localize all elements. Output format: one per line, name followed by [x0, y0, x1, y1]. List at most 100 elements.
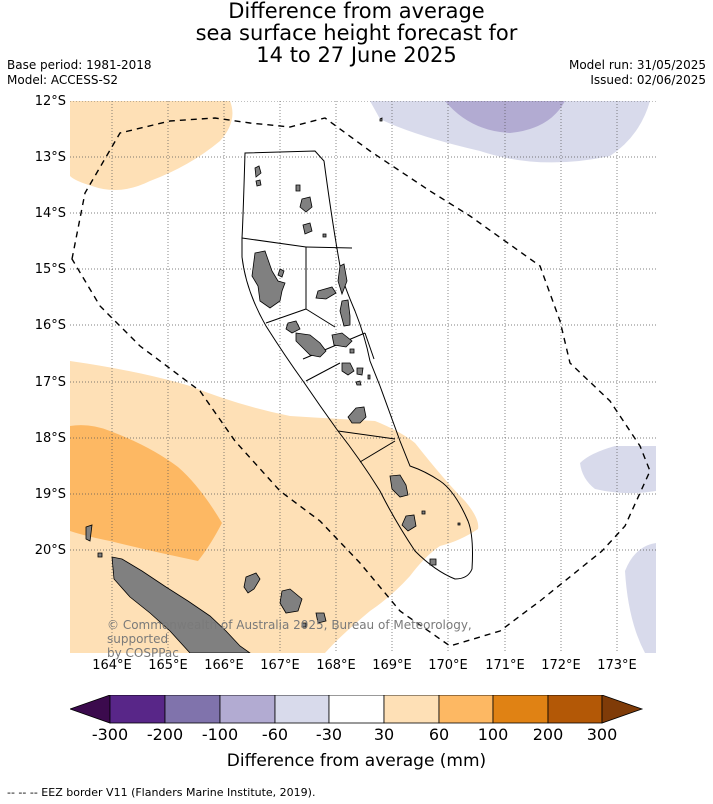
province-line-5	[305, 308, 336, 328]
colorbar-tick-minus200: -200	[146, 725, 184, 744]
lon-label-166e: 166°E	[204, 658, 244, 673]
eez-territory-outline	[241, 150, 473, 580]
island	[254, 165, 262, 178]
island-aneityum	[429, 558, 437, 566]
island	[299, 196, 313, 213]
model-run-text: Model run: 31/05/2025	[568, 58, 706, 72]
title-line-1: Difference from average	[228, 0, 485, 23]
island-grande-terre	[111, 556, 251, 653]
colorbar-under-arrow	[70, 695, 111, 724]
colorbar-bin-minus300-minus200	[109, 695, 166, 724]
lat-label-20s: 20°S	[34, 543, 66, 558]
province-line-10	[359, 440, 396, 463]
lat-label-12s: 12°S	[34, 94, 66, 109]
island-epi	[341, 362, 355, 376]
eez-border-dashed	[71, 117, 651, 647]
base-period-text: Base period: 1981-2018	[7, 58, 152, 72]
colorbar-tick-minus300: -300	[91, 725, 129, 744]
island-futuna	[457, 522, 461, 526]
title-line-2: sea surface height forecast for	[195, 21, 518, 45]
island	[302, 222, 313, 235]
province-line-2	[305, 246, 353, 249]
province-line-8	[305, 362, 341, 382]
anomaly-region-minus-30-60-southeast	[625, 543, 656, 653]
island-erromango	[389, 474, 409, 498]
island	[255, 179, 262, 187]
lat-label-15s: 15°S	[34, 262, 66, 277]
colorbar	[70, 695, 644, 724]
province-line-4	[265, 308, 307, 324]
island	[85, 524, 93, 542]
model-text: Model: ACCESS-S2	[7, 73, 119, 87]
colorbar-tick-30: 30	[373, 725, 395, 744]
colorbar-title: Difference from average (mm)	[226, 751, 487, 771]
colorbar-tick-minus30: -30	[315, 725, 343, 744]
island-torres	[379, 117, 383, 122]
colorbar-bin-minus200-minus100	[164, 695, 221, 724]
colorbar-bin-30-60	[383, 695, 440, 724]
lat-label-18s: 18°S	[34, 431, 66, 446]
island-malakula-north	[285, 320, 301, 334]
anomaly-region-minus-30-60-east	[580, 446, 656, 494]
lat-label-16s: 16°S	[34, 318, 66, 333]
province-boundaries	[241, 150, 473, 580]
graticule	[70, 101, 656, 653]
meta-right: Model run: 31/05/2025 Issued: 02/06/2025	[569, 58, 706, 88]
island-malakula	[295, 332, 327, 358]
island	[356, 367, 364, 376]
island-efate	[347, 406, 367, 424]
anomaly-region-plus-30-60-south	[70, 361, 479, 653]
province-line-9	[337, 430, 396, 440]
lon-label-171e: 171°E	[485, 658, 525, 673]
island	[337, 263, 348, 296]
island	[295, 184, 301, 192]
island-lifou	[279, 588, 303, 614]
lat-label-13s: 13°S	[34, 150, 66, 165]
anomaly-region-plus-30-60-north	[70, 101, 233, 190]
island-ambrym	[331, 332, 353, 348]
map-title: Difference from average sea surface heig…	[0, 0, 713, 66]
colorbar-over-arrow	[601, 695, 644, 724]
lon-label-170e: 170°E	[428, 658, 468, 673]
island	[367, 374, 371, 380]
colorbar-bin-minus60-minus30	[274, 695, 330, 724]
issued-text: Issued: 02/06/2025	[590, 73, 706, 87]
island	[322, 233, 327, 238]
island-ouvea	[243, 572, 261, 594]
island	[349, 348, 355, 354]
colorbar-tick-minus100: -100	[201, 725, 239, 744]
island	[301, 622, 307, 628]
lon-label-172e: 172°E	[541, 658, 581, 673]
lat-label-14s: 14°S	[34, 206, 66, 221]
island	[421, 510, 426, 515]
island	[339, 299, 351, 327]
lon-label-173e: 173°E	[597, 658, 637, 673]
lon-label-168e: 168°E	[316, 658, 356, 673]
new-caledonia-islands	[85, 524, 327, 653]
island-mare	[315, 612, 327, 624]
island	[277, 268, 285, 278]
colorbar-bin-60-100	[438, 695, 494, 724]
colorbar-tick-300: 300	[586, 725, 618, 744]
colorbar-tick-60: 60	[428, 725, 450, 744]
meta-left: Base period: 1981-2018 Model: ACCESS-S2	[7, 58, 152, 88]
sea-level-map	[70, 101, 656, 653]
lon-label-169e: 169°E	[372, 658, 412, 673]
colorbar-bin-minus30-30	[328, 695, 385, 724]
island	[315, 286, 337, 300]
vanuatu-islands	[251, 117, 461, 566]
lat-label-17s: 17°S	[34, 375, 66, 390]
copyright-note: © Commonwealth of Australia 2025, Bureau…	[107, 618, 527, 660]
island	[355, 380, 362, 386]
copyright-line-2: by COSPPac	[107, 646, 179, 660]
colorbar-bin-100-200	[492, 695, 549, 724]
colorbar-tick-100: 100	[477, 725, 509, 744]
colorbar-bin-minus100-minus60	[219, 695, 276, 724]
island-espiritu-santo	[251, 250, 286, 309]
lon-label-167e: 167°E	[260, 658, 300, 673]
province-line-1	[241, 237, 307, 248]
island	[97, 552, 103, 558]
province-line-7	[364, 332, 375, 360]
eez-footer-note: -- -- -- EEZ border V11 (Flanders Marine…	[7, 786, 316, 799]
colorbar-tick-minus60: -60	[261, 725, 289, 744]
